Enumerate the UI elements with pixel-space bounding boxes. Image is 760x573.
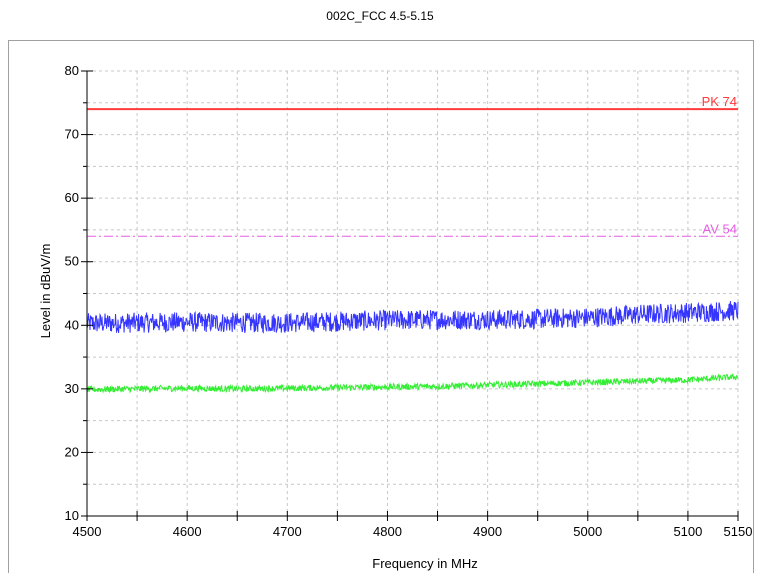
y-tick-label: 20	[65, 444, 79, 459]
series-lines	[87, 301, 738, 392]
y-tick-label: 70	[65, 127, 79, 142]
limit-line-label: PK 74	[702, 94, 737, 109]
x-axis-label: Frequency in MHz	[372, 556, 477, 571]
x-tick-label: 4500	[73, 524, 102, 539]
x-tick-label: 5150	[724, 524, 753, 539]
x-tick-label: 4800	[373, 524, 402, 539]
y-tick-label: 10	[65, 508, 79, 523]
x-tick-label: 5100	[673, 524, 702, 539]
x-tick-label: 4700	[273, 524, 302, 539]
limit-line-label: AV 54	[703, 221, 737, 236]
grid	[87, 71, 738, 516]
axes	[81, 71, 738, 521]
y-tick-label: 60	[65, 190, 79, 205]
limit-lines: PK 74 AV 54	[87, 94, 738, 236]
y-tick-label: 50	[65, 254, 79, 269]
series-trace-1	[87, 301, 738, 333]
y-axis-label: Level in dBuV/m	[38, 244, 53, 339]
x-tick-label: 4600	[173, 524, 202, 539]
x-tick-label: 5000	[573, 524, 602, 539]
y-tick-label: 40	[65, 317, 79, 332]
series-trace-2	[87, 374, 738, 392]
y-tick-label: 30	[65, 381, 79, 396]
y-tick-label: 80	[65, 63, 79, 78]
x-tick-label: 4900	[473, 524, 502, 539]
